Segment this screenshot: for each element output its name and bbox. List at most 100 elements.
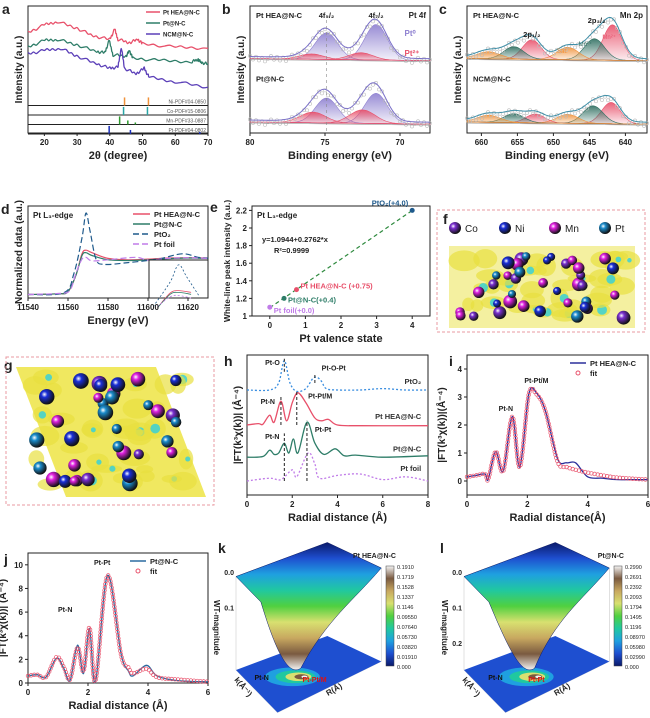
- fit-point: [522, 431, 527, 436]
- x-tick-label: 6: [206, 688, 211, 697]
- atom: [571, 310, 584, 323]
- data-point: [489, 113, 493, 118]
- fit-point: [526, 392, 531, 398]
- fit-point: [518, 462, 523, 468]
- fit-point: [53, 655, 59, 660]
- fit-point: [522, 424, 528, 430]
- data-point: [320, 31, 324, 35]
- fit-point: [503, 458, 508, 464]
- y-tick-label: 0: [458, 477, 463, 486]
- panel-label: c: [439, 1, 447, 17]
- fit-point: [111, 601, 117, 606]
- fit-point: [514, 445, 519, 450]
- series-label: Pt foil: [400, 464, 421, 473]
- fit-point: [576, 468, 582, 473]
- data-point: [510, 111, 514, 116]
- y-tick-label: 4: [19, 632, 24, 641]
- background-line: [249, 59, 431, 62]
- series-line: [27, 38, 209, 66]
- panel-title: Pt HEA@N-C: [353, 553, 396, 560]
- atom: [455, 310, 466, 321]
- fit-point: [521, 434, 527, 439]
- series-line: [27, 574, 209, 684]
- atom: [521, 252, 531, 261]
- legend-swatch: [135, 568, 141, 574]
- data-point: [263, 122, 267, 127]
- atom: [143, 400, 154, 411]
- fit-point: [114, 623, 119, 628]
- species-label: Mn³⁺: [579, 41, 593, 48]
- fit-point: [504, 446, 510, 451]
- panel-f-structure: f Co Ni Mn Pt: [436, 209, 646, 333]
- colorbar-tick-label: 0.1337: [397, 595, 414, 601]
- fit-point: [89, 643, 94, 648]
- z-tick-label: 0.1: [452, 606, 462, 613]
- fit-point: [480, 471, 485, 477]
- data-point: [528, 108, 532, 112]
- plot-frame: [249, 5, 431, 134]
- atom: [572, 262, 585, 274]
- fit-point: [624, 476, 629, 481]
- fit-point: [163, 676, 168, 681]
- fit-point: [513, 432, 518, 438]
- fit-point: [100, 610, 105, 615]
- series-label: Pt@N-C: [393, 444, 422, 453]
- charge-depletion-isosurface: [38, 411, 47, 419]
- x-tick-label: 2: [290, 500, 295, 509]
- fit-point: [586, 470, 591, 475]
- data-point: [389, 46, 393, 50]
- data-point: [612, 17, 616, 22]
- legend-label: Pt@N-C: [154, 220, 183, 229]
- y-tick-label: 1.6: [236, 259, 248, 268]
- fit-point: [545, 418, 551, 423]
- atom: [503, 294, 518, 309]
- data-point: [510, 42, 514, 47]
- fit-point: [201, 679, 206, 684]
- data-point: [558, 115, 562, 120]
- fit-point: [548, 430, 553, 436]
- fit-point: [636, 476, 642, 482]
- fit-point: [504, 452, 509, 457]
- atom: [112, 440, 125, 453]
- y-axis-label: Intensity (a.u.): [14, 36, 25, 104]
- inset-series-line: [157, 291, 192, 309]
- panel-label: h: [224, 353, 233, 369]
- fit-point: [617, 475, 623, 480]
- fit-point: [513, 435, 518, 441]
- y-axis-label: |FT(k³χ(k))|(Å⁻⁴): [435, 387, 448, 462]
- data-point: [409, 207, 415, 213]
- fit-point: [525, 402, 530, 407]
- fit-point: [118, 648, 123, 654]
- data-point: [573, 111, 577, 116]
- fit-point: [488, 466, 494, 471]
- fit-path: [467, 388, 648, 480]
- x-tick-label: 2: [86, 688, 91, 697]
- data-point: [395, 113, 399, 118]
- fit-point: [519, 456, 524, 461]
- fit-point: [608, 474, 613, 479]
- data-point: [558, 49, 562, 54]
- fit-point: [97, 642, 102, 647]
- fit-point: [84, 641, 89, 647]
- wt-annotation: Pt-N: [254, 675, 268, 682]
- panel-label: l: [440, 540, 444, 556]
- data-point: [495, 50, 499, 55]
- fit-point: [524, 411, 529, 417]
- data-point: [371, 82, 375, 87]
- y-tick-label: 1.2: [236, 294, 248, 303]
- data-point: [594, 99, 598, 104]
- fit-point: [98, 632, 103, 638]
- panel-label: g: [4, 357, 13, 373]
- data-point: [257, 58, 261, 63]
- fit-point: [592, 471, 597, 477]
- fit-point: [116, 636, 121, 641]
- colorbar-tick-label: 0.1495: [625, 615, 642, 621]
- data-point: [305, 108, 309, 113]
- atom: [514, 266, 526, 278]
- fit-point: [505, 439, 510, 445]
- fit-point: [620, 475, 626, 481]
- legend-label: Pt HEA@N-C: [163, 11, 201, 17]
- legend-atom-icon: [549, 222, 561, 234]
- fit-point: [98, 623, 104, 628]
- fit-point: [90, 669, 96, 674]
